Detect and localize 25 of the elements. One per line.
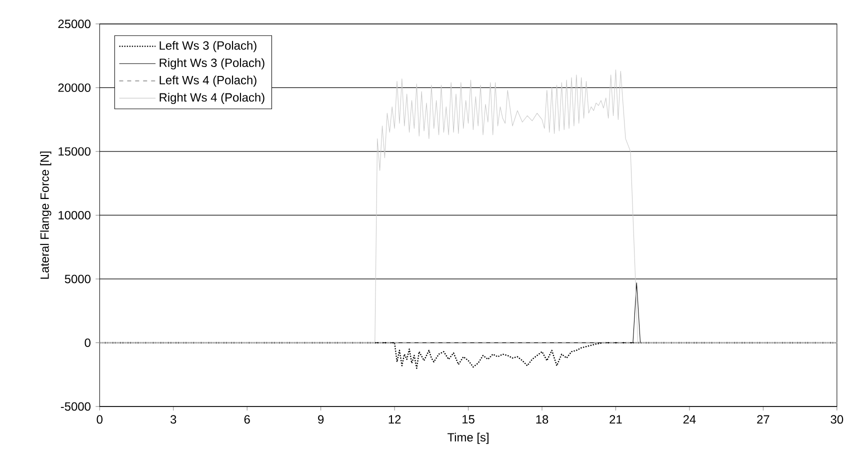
x-tick-label: 9 xyxy=(318,415,324,424)
legend-label: Left Ws 3 (Polach) xyxy=(160,40,256,52)
x-tick-label: 0 xyxy=(96,415,103,424)
legend-label: Left Ws 4 (Polach) xyxy=(160,75,256,87)
y-tick-label: 5000 xyxy=(64,274,90,284)
y-tick-label: 15000 xyxy=(58,147,90,156)
y-tick-label: 0 xyxy=(84,338,90,347)
x-tick-label: 30 xyxy=(830,415,844,424)
x-tick-label: 15 xyxy=(462,415,474,424)
y-tick-label: 10000 xyxy=(58,210,90,220)
x-axis-title: Time [s] xyxy=(448,432,488,444)
x-tick-label: 27 xyxy=(757,415,770,424)
y-tick-label: 25000 xyxy=(58,20,90,28)
x-tick-label: 18 xyxy=(536,415,548,424)
legend-label: Right Ws 4 (Polach) xyxy=(160,92,264,104)
x-tick-label: 12 xyxy=(388,415,401,424)
legend-label: Right Ws 3 (Polach) xyxy=(160,58,264,70)
line-series xyxy=(100,69,837,343)
x-tick-label: 3 xyxy=(170,415,176,424)
y-tick-label: 20000 xyxy=(58,83,90,92)
x-tick-label: 6 xyxy=(244,415,250,424)
x-tick-label: 21 xyxy=(610,415,622,424)
x-tick-label: 24 xyxy=(683,415,696,424)
y-tick-label: -5000 xyxy=(60,402,90,411)
y-axis-title: Lateral Flange Force [N] xyxy=(40,151,52,279)
